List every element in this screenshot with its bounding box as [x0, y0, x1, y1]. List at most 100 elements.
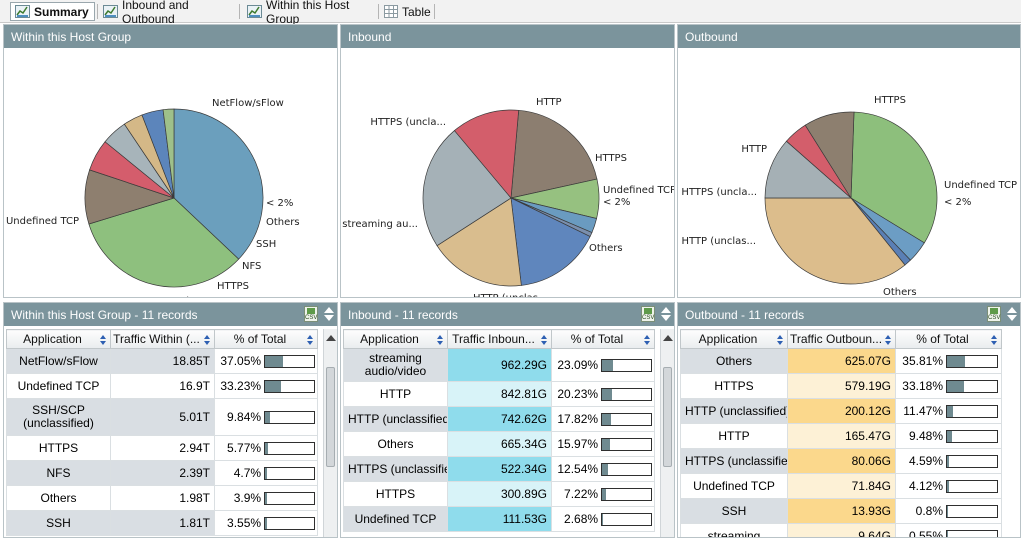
sort-icon[interactable]	[99, 334, 107, 346]
vertical-scrollbar[interactable]	[660, 329, 674, 537]
csv-export-icon[interactable]: CSV	[987, 306, 1001, 322]
table-row[interactable]: NFS 2.39T 4.7%	[6, 460, 318, 486]
table-row[interactable]: streaming 9.64G 0.55%	[680, 523, 1002, 537]
collapse-expand-icon[interactable]	[324, 306, 334, 322]
column-header[interactable]: Application	[680, 329, 788, 349]
table-row[interactable]: HTTP (unclassified) 200.12G 11.47%	[680, 398, 1002, 424]
percent-cell: 3.55%	[214, 510, 318, 536]
sort-icon[interactable]	[990, 334, 998, 346]
column-header[interactable]: % of Total	[551, 329, 655, 349]
pie-chart-inbound: HTTP HTTPS Undefined TCP< 2% Others HTTP (un…	[342, 97, 674, 297]
table-row[interactable]: HTTPS (unclassified) 80.06G 4.59%	[680, 448, 1002, 474]
table-row[interactable]: HTTPS 300.89G 7.22%	[343, 481, 655, 507]
pie-slice[interactable]	[764, 140, 852, 199]
tab-summary-label: Summary	[34, 4, 89, 19]
percent-cell: 0.8%	[895, 498, 1002, 524]
application-cell: SSH	[6, 510, 111, 536]
pie-slice[interactable]	[850, 111, 938, 244]
tab-within-host-group[interactable]: Within this Host Group	[243, 0, 376, 26]
csv-export-icon[interactable]: CSV	[304, 306, 318, 322]
percent-cell: 11.47%	[895, 398, 1002, 424]
pie-slice[interactable]	[162, 108, 175, 199]
sort-icon[interactable]	[436, 334, 444, 346]
sort-icon[interactable]	[203, 334, 211, 346]
table-row[interactable]: SSH 13.93G 0.8%	[680, 498, 1002, 524]
percent-bar-fill	[265, 411, 270, 423]
tab-table[interactable]: Table	[380, 2, 432, 21]
table-row[interactable]: HTTP 165.47G 9.48%	[680, 423, 1002, 449]
sort-icon[interactable]	[884, 334, 892, 346]
column-header[interactable]: % of Total	[895, 329, 1002, 349]
percent-bar	[601, 387, 652, 401]
percent-bar	[601, 437, 652, 451]
percent-bar-fill	[602, 463, 609, 475]
sort-icon[interactable]	[540, 334, 548, 346]
table-row[interactable]: Undefined TCP 16.9T 33.23%	[6, 373, 318, 399]
sort-icon[interactable]	[306, 334, 314, 346]
scroll-up-icon[interactable]	[663, 335, 673, 341]
table-row[interactable]: Others 1.98T 3.9%	[6, 485, 318, 511]
pie-slice[interactable]	[436, 197, 522, 287]
percent-value: 7.22%	[564, 487, 599, 501]
column-header[interactable]: Application	[6, 329, 111, 349]
table-row[interactable]: NetFlow/sFlow 18.85T 37.05%	[6, 348, 318, 374]
table-row[interactable]: HTTP (unclassified) 742.62G 17.82%	[343, 406, 655, 432]
table-row[interactable]: HTTP 842.81G 20.23%	[343, 381, 655, 407]
pie-slice[interactable]	[173, 108, 264, 260]
column-header[interactable]: % of Total	[214, 329, 318, 349]
sort-icon[interactable]	[643, 334, 651, 346]
tab-inbound-and-outbound[interactable]: Inbound and Outbound	[99, 0, 237, 26]
table-row[interactable]: Others 625.07G 35.81%	[680, 348, 1002, 374]
pie-slice[interactable]	[804, 111, 855, 200]
chart-icon	[15, 5, 30, 18]
percent-cell: 9.48%	[895, 423, 1002, 449]
table-title-inbound-text: Inbound - 11 records	[348, 308, 458, 322]
table-row[interactable]: SSH 1.81T 3.55%	[6, 510, 318, 536]
column-header-label: Traffic Inboun...	[452, 332, 535, 346]
percent-value: 33.18%	[902, 379, 943, 393]
column-header[interactable]: Traffic Outboun...	[787, 329, 896, 349]
pie-slice[interactable]	[453, 109, 520, 199]
traffic-cell: 71.84G	[787, 473, 896, 499]
table-row[interactable]: HTTPS (unclassified)522.34G 12.54%	[343, 456, 655, 482]
table-row[interactable]: HTTPS 2.94T 5.77%	[6, 435, 318, 461]
pie-label: HTTPS	[874, 95, 906, 106]
application-cell: HTTPS	[6, 435, 111, 461]
percent-bar	[946, 379, 998, 393]
tab-summary[interactable]: Summary	[10, 2, 95, 21]
percent-cell: 3.9%	[214, 485, 318, 511]
percent-cell: 0.55%	[895, 523, 1002, 537]
vertical-scrollbar[interactable]	[323, 329, 337, 537]
percent-bar	[946, 454, 998, 468]
table-row[interactable]: Undefined TCP 71.84G 4.12%	[680, 473, 1002, 499]
traffic-cell: 300.89G	[447, 481, 552, 507]
table-row[interactable]: Undefined TCP 111.53G 2.68%	[343, 506, 655, 532]
pie-slice[interactable]	[510, 109, 598, 199]
csv-export-icon[interactable]: CSV	[641, 306, 655, 322]
percent-cell: 4.7%	[214, 460, 318, 486]
scroll-up-icon[interactable]	[326, 335, 336, 341]
column-header-label: Application	[360, 332, 419, 346]
table-row[interactable]: Others 665.34G 15.97%	[343, 431, 655, 457]
column-header[interactable]: Application	[343, 329, 448, 349]
pie-slice[interactable]	[510, 197, 591, 286]
pie-slice[interactable]	[422, 130, 512, 247]
percent-value: 11.47%	[903, 404, 943, 418]
column-header[interactable]: Traffic Within (...	[110, 329, 215, 349]
sort-icon[interactable]	[776, 334, 784, 346]
table-row[interactable]: HTTPS 579.19G 33.18%	[680, 373, 1002, 399]
tab-inbound-and-outbound-label: Inbound and Outbound	[122, 0, 189, 26]
chart-icon	[247, 5, 262, 18]
table-panel-outbound: Outbound - 11 records CSV Application Tra…	[677, 302, 1021, 538]
table-row[interactable]: SSH/SCP (unclassified) 5.01T 9.84%	[6, 398, 318, 436]
table-row[interactable]: streaming audio/video 962.29G 23.09%	[343, 348, 655, 382]
scroll-thumb[interactable]	[663, 367, 672, 467]
scroll-thumb[interactable]	[326, 367, 335, 467]
collapse-expand-icon[interactable]	[1007, 306, 1017, 322]
application-cell: Undefined TCP	[680, 473, 788, 499]
pie-slice[interactable]	[88, 197, 240, 288]
column-header[interactable]: Traffic Inboun...	[447, 329, 552, 349]
application-cell: streaming	[680, 523, 788, 537]
collapse-expand-icon[interactable]	[661, 306, 671, 322]
pie-slice[interactable]	[764, 197, 906, 285]
